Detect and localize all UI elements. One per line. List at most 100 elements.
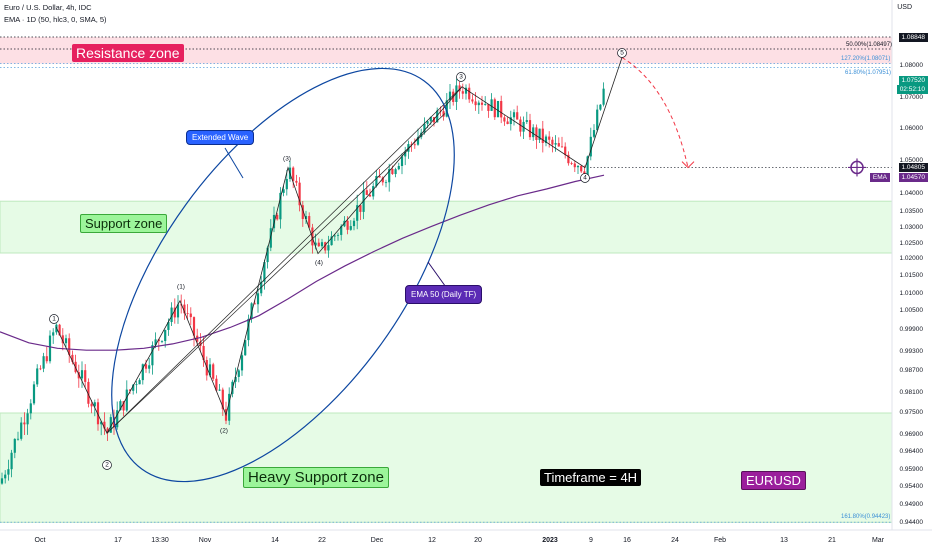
ema-callout: EMA 50 (Daily TF) bbox=[405, 285, 483, 304]
y-tick-label: 0.96900 bbox=[899, 431, 924, 438]
candle-body bbox=[128, 389, 132, 391]
candle-body bbox=[192, 317, 196, 336]
candle-body bbox=[269, 228, 272, 248]
candle-body bbox=[557, 143, 560, 147]
y-tick-label: 0.96400 bbox=[899, 448, 924, 455]
x-tick-label: 2023 bbox=[542, 537, 558, 544]
candle-body bbox=[436, 110, 439, 123]
symbol-label: EURUSD bbox=[741, 471, 806, 490]
x-tick-label: 21 bbox=[828, 537, 836, 544]
candle-body bbox=[317, 242, 320, 247]
resistance-zone-label: Resistance zone bbox=[72, 44, 184, 62]
candle-body bbox=[365, 190, 368, 195]
candle-body bbox=[532, 127, 535, 138]
candle-body bbox=[116, 410, 119, 428]
x-tick-label: 13 bbox=[780, 537, 788, 544]
candle-body bbox=[141, 364, 144, 381]
candle-body bbox=[80, 370, 84, 379]
candle-body bbox=[256, 293, 260, 305]
candle-body bbox=[93, 402, 96, 407]
wave-label-circle bbox=[617, 48, 627, 58]
candle-body bbox=[314, 242, 317, 246]
candle-body bbox=[157, 339, 160, 342]
candle-body bbox=[32, 384, 36, 404]
candle-body bbox=[330, 236, 333, 246]
x-tick-label: 17 bbox=[114, 537, 122, 544]
candle-body bbox=[106, 428, 109, 433]
candle-body bbox=[487, 103, 490, 111]
candle-body bbox=[327, 245, 330, 251]
indicator-legend[interactable]: EMA · 1D (50, hlc3, 0, SMA, 5) bbox=[4, 15, 107, 24]
candle-body bbox=[413, 144, 416, 146]
extended-wave-callout: Extended Wave bbox=[186, 130, 255, 145]
candle-body bbox=[448, 91, 452, 101]
candle-body bbox=[471, 99, 474, 102]
candle-body bbox=[548, 136, 551, 140]
candle-body bbox=[148, 365, 151, 369]
candle-body bbox=[391, 169, 394, 175]
countdown-badge: 02:52:10 bbox=[896, 85, 928, 94]
candle-body bbox=[576, 165, 580, 168]
candle-body bbox=[602, 88, 605, 105]
candle-body bbox=[125, 389, 128, 411]
candle-body bbox=[416, 137, 420, 145]
y-tick-label: 0.94400 bbox=[899, 519, 924, 526]
candle-body bbox=[244, 340, 247, 356]
candle-body bbox=[439, 110, 442, 112]
y-tick-label: 1.08000 bbox=[899, 62, 924, 69]
candle-body bbox=[109, 417, 112, 433]
candle-body bbox=[176, 304, 180, 318]
candle-body bbox=[16, 438, 20, 440]
candle-body bbox=[272, 214, 276, 229]
wave-label: (1) bbox=[177, 283, 185, 291]
y-tick-label: 1.01000 bbox=[899, 290, 924, 297]
y-tick-label: 1.02500 bbox=[899, 240, 924, 247]
candle-body bbox=[592, 130, 596, 137]
candle-body bbox=[423, 123, 426, 133]
candle-body bbox=[199, 341, 202, 346]
candle-body bbox=[356, 205, 359, 221]
candle-body bbox=[103, 421, 106, 429]
candle-body bbox=[160, 340, 164, 342]
y-tick-label: 0.99300 bbox=[899, 348, 924, 355]
candle-body bbox=[234, 376, 237, 382]
candle-body bbox=[570, 163, 573, 164]
fib-1618-label: 161.80%(0.94423) bbox=[841, 514, 891, 520]
candle-body bbox=[96, 402, 100, 425]
candle-body bbox=[247, 318, 250, 341]
candle-body bbox=[512, 112, 516, 118]
candle-body bbox=[189, 313, 192, 318]
candle-body bbox=[535, 127, 538, 140]
wave-label: (4) bbox=[315, 259, 323, 267]
candle-body bbox=[295, 180, 298, 183]
candle-body bbox=[61, 335, 64, 344]
wave-label: 2 bbox=[105, 461, 109, 469]
candle-body bbox=[580, 165, 583, 172]
candle-body bbox=[58, 324, 61, 336]
ema-badge-value: 1.04570 bbox=[898, 173, 928, 182]
candle-body bbox=[4, 474, 7, 479]
candle-body bbox=[301, 205, 304, 219]
fib-50-label: 50.00%(1.08497) bbox=[846, 42, 893, 48]
candle-body bbox=[388, 169, 391, 183]
candle-body bbox=[29, 403, 32, 414]
candle-body bbox=[554, 143, 557, 145]
candle-body bbox=[506, 121, 509, 125]
candle-body bbox=[119, 401, 122, 411]
candle-body bbox=[509, 117, 512, 125]
candle-body bbox=[458, 85, 461, 92]
candle-body bbox=[445, 100, 448, 117]
projection-arrow bbox=[621, 57, 689, 168]
candle-body bbox=[45, 356, 48, 362]
candle-body bbox=[528, 120, 532, 138]
fib-618-label: 61.80%(1.07951) bbox=[845, 70, 892, 76]
candle-body bbox=[135, 384, 138, 386]
candle-body bbox=[186, 313, 189, 315]
y-tick-label: 0.98700 bbox=[899, 367, 924, 374]
x-tick-label: Dec bbox=[370, 537, 384, 544]
candle-body bbox=[71, 354, 74, 362]
candle-body bbox=[420, 132, 423, 138]
y-tick-label: 1.06000 bbox=[899, 125, 924, 132]
price-badge-level: 1.04805 bbox=[898, 163, 928, 172]
